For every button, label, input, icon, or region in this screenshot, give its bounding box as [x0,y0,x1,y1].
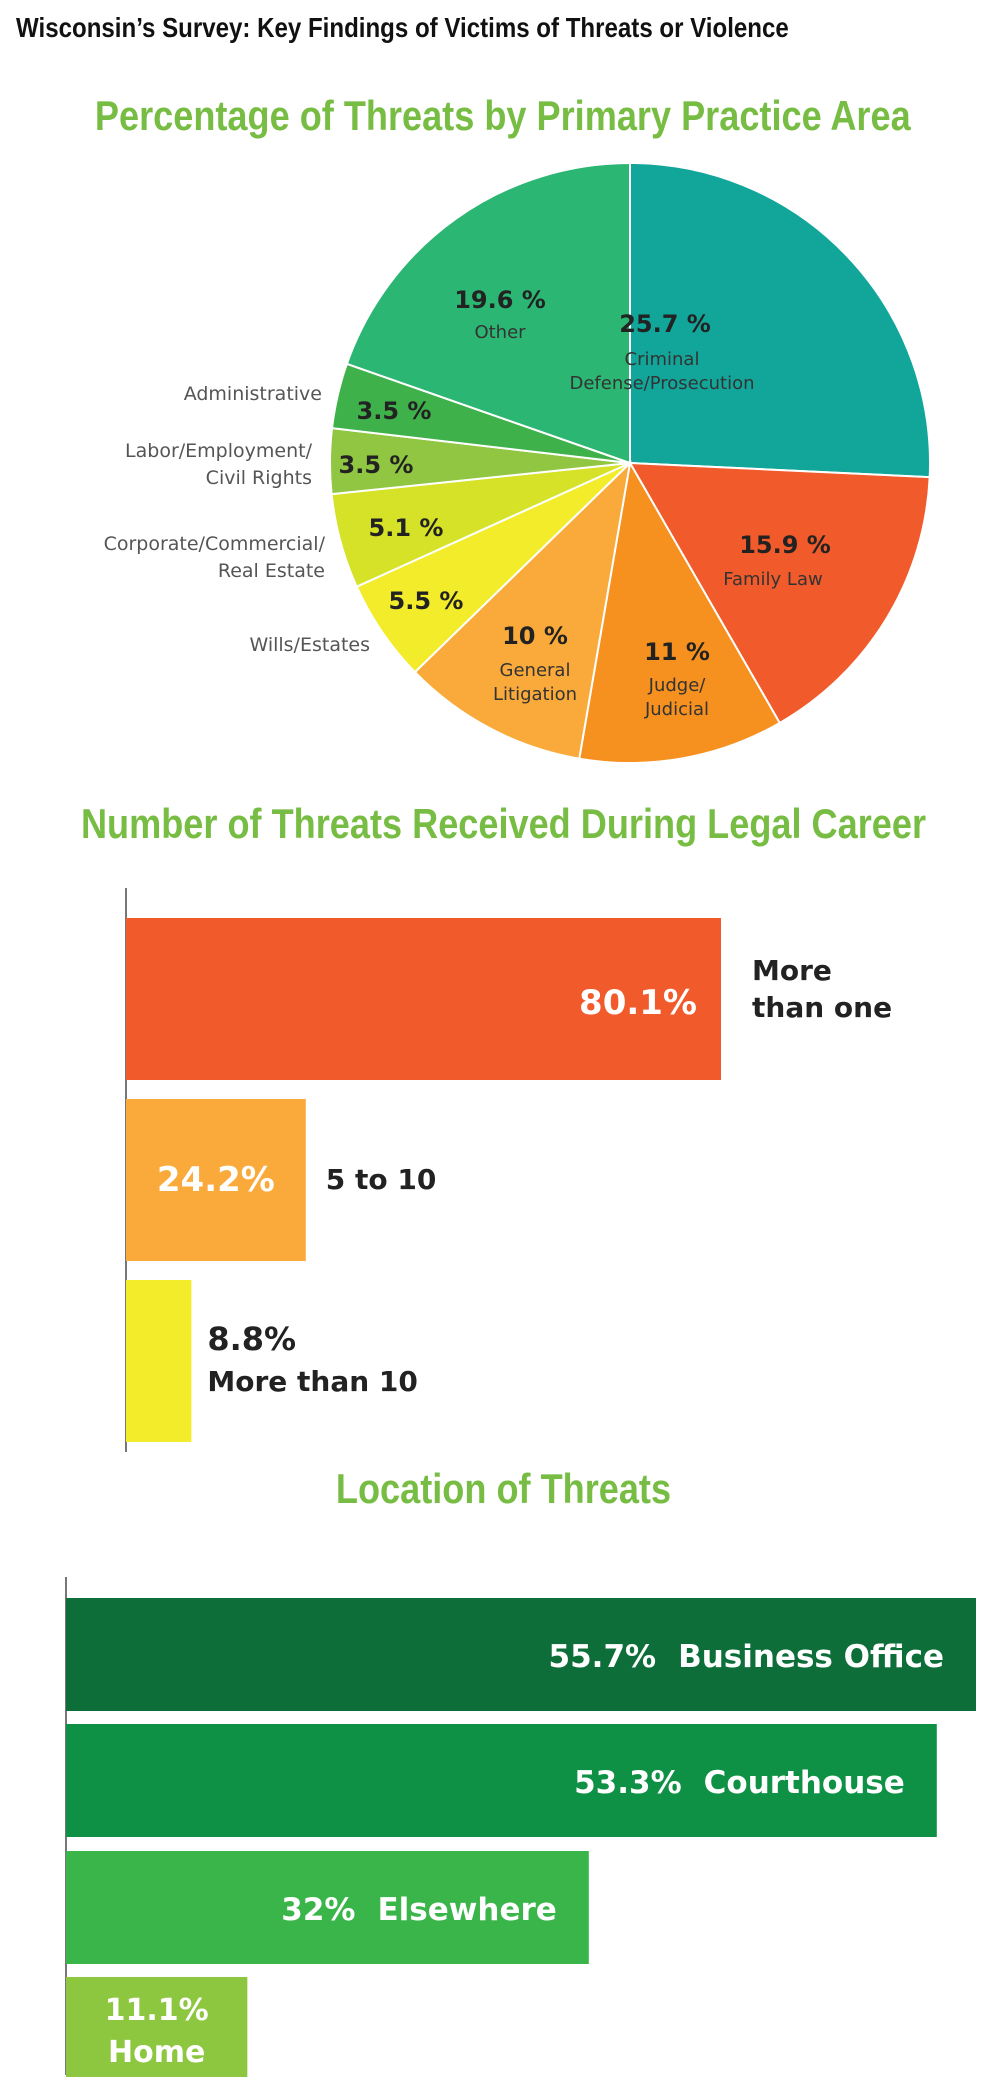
pie-slice [345,161,631,465]
bar [66,1977,248,2077]
bar-value-label: 32% [281,1892,355,1928]
pie-slice-name-label: Judicial [644,699,709,720]
bar [66,1851,589,1964]
pie-chart: 25.7 % Criminal Defense/Prosecution 15.9 % F… [104,161,932,764]
bar-value-label: 24.2% [157,1160,275,1200]
pie-slice-value-label: 5.1 % [369,514,444,542]
bar-category-label: Home [108,2035,205,2070]
pie-slice-name-label: Judge/ [648,675,707,696]
bar [126,918,721,1080]
threat-location-chart-title: Location of Threats [335,1465,672,1512]
bar [66,1724,937,1837]
pie-slice-name-label: Litigation [493,684,577,705]
bar-value-label: 11.1% [105,1993,209,2028]
pie-slice-value-label: 19.6 % [454,286,546,314]
bar-value-label: 8.8% [207,1320,296,1358]
pie-slice-value-label: 3.5 % [357,397,432,425]
threat-count-chart-title: Number of Threats Received During Legal … [80,800,927,847]
threat-location-chart: Business Office 55.7% Courthouse 53.3% Elsew… [65,1577,976,2077]
pie-slice-name-label: Family Law [723,569,822,590]
pie-slice-value-label: 25.7 % [619,310,711,338]
pie-slice-value-label: 11 % [644,638,710,666]
pie-slice-name-label: Civil Rights [206,467,312,489]
pie-slice [413,460,632,760]
pie-slice [629,161,932,479]
pie-slice-value-label: 5.5 % [389,587,464,615]
bar-category-label: 5 to 10 [326,1163,437,1196]
page-title: Wisconsin’s Survey: Key Findings of Vict… [16,12,789,43]
bar [126,1099,306,1261]
pie-slice [628,461,931,725]
pie-slice-name-label: Administrative [184,383,322,405]
pie-slice-name-label: General [500,660,571,681]
pie-slice-name-label: Corporate/Commercial/ [104,533,326,555]
pie-slice-name-label: Labor/Employment/ [125,440,313,462]
pie-slice-name-label: Defense/Prosecution [569,373,754,394]
bar-category-label: than one [752,991,892,1024]
pie-slice-value-label: 10 % [502,622,568,650]
threat-count-chart: 80.1% More than one 24.2% 5 to 10 8.8% More th… [125,888,892,1452]
bar [126,1280,192,1442]
bar-value-label: 53.3% [574,1765,682,1801]
pie-slice-name-label: Wills/Estates [249,634,370,656]
bar [66,1598,976,1711]
pie-slice [578,460,782,764]
bar-category-label: Courthouse [704,1765,905,1801]
bar-value-label: 80.1% [579,983,697,1023]
pie-slice-name-label: Criminal [625,349,700,370]
bar-category-label: Business Office [678,1639,944,1675]
bar-category-label: More [752,954,832,987]
pie-chart-title: Percentage of Threats by Primary Practic… [94,92,911,139]
pie-slice-name-label: Other [474,322,526,343]
bar-category-label: More than 10 [207,1365,418,1398]
pie-slice-value-label: 15.9 % [739,531,831,559]
bar-category-label: Elsewhere [377,1892,556,1928]
pie-slice-name-label: Real Estate [218,560,325,582]
pie-slice-value-label: 3.5 % [339,451,414,479]
bar-value-label: 55.7% [549,1639,657,1675]
